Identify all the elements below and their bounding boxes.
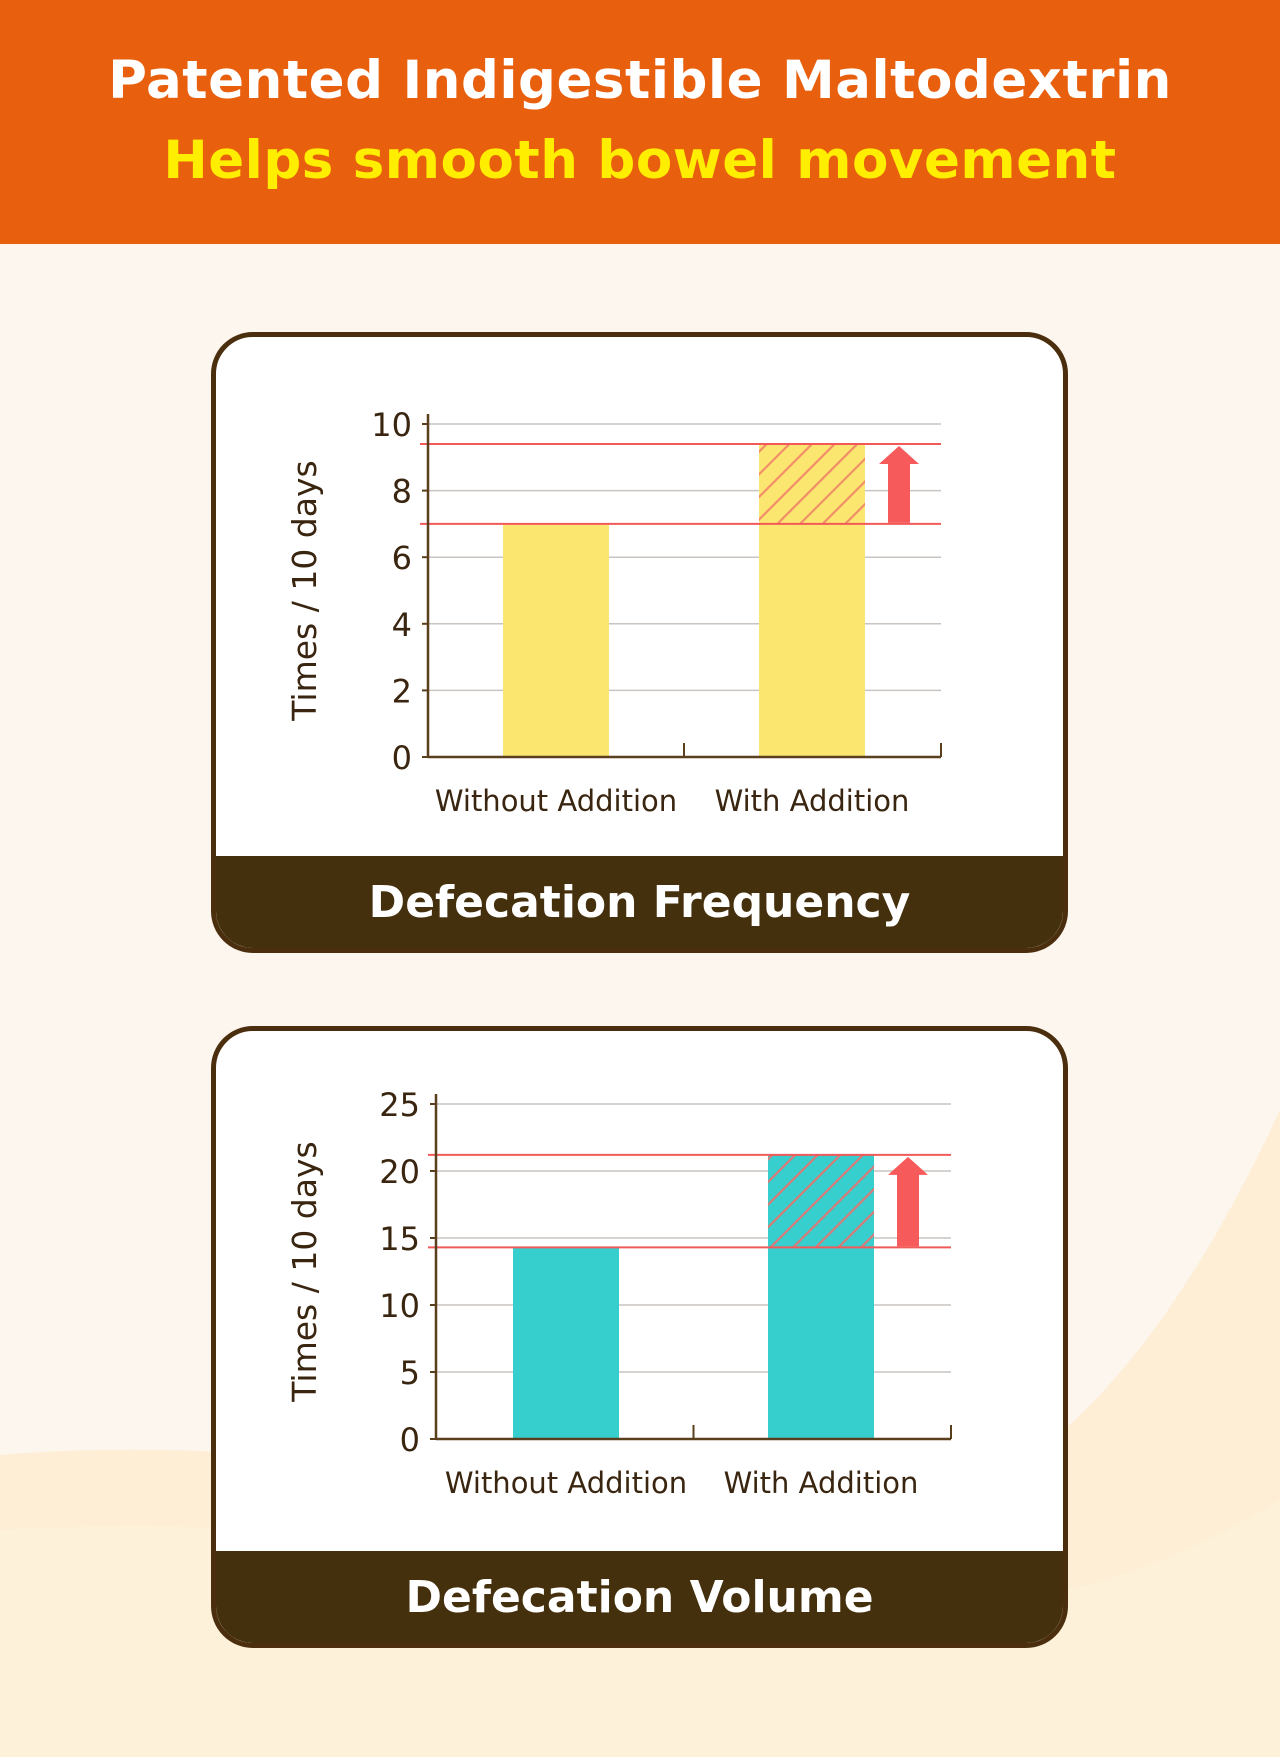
frequency-ytick-label: 4 (392, 606, 412, 644)
header-title: Patented Indigestible Maltodextrin (108, 50, 1172, 111)
volume-ytick-label: 15 (379, 1220, 420, 1258)
frequency-ytick-label: 8 (392, 473, 412, 511)
frequency-y-axis-label: Times / 10 days (285, 460, 324, 721)
header-subtitle: Helps smooth bowel movement (163, 130, 1117, 191)
frequency-bar-2-increase (759, 443, 865, 524)
volume-chart: 0 5 10 15 20 25 Without Addition With Addition T… (285, 1086, 952, 1500)
volume-bar-2 (768, 1247, 874, 1439)
frequency-bar-2 (759, 523, 865, 757)
frequency-ytick-label: 10 (371, 406, 412, 444)
volume-category-label: With Addition (724, 1466, 919, 1500)
volume-y-axis-label: Times / 10 days (285, 1141, 324, 1402)
frequency-category-label: Without Addition (435, 784, 677, 818)
frequency-chart: 0 2 4 6 8 10 Without Addition With Addition Time… (285, 406, 942, 818)
volume-chart-title: Defecation Volume (216, 1551, 1063, 1643)
volume-bar-1 (513, 1247, 619, 1439)
volume-chart-card: 0 5 10 15 20 25 Without Addition With Addition T… (211, 1026, 1068, 1648)
volume-ytick-label: 10 (379, 1287, 420, 1325)
volume-ytick-label: 25 (379, 1086, 420, 1124)
volume-ytick-label: 0 (400, 1421, 420, 1459)
volume-up-arrow-icon (888, 1156, 928, 1247)
frequency-category-label: With Addition (715, 784, 910, 818)
volume-bar-2-increase (768, 1154, 874, 1248)
volume-category-label: Without Addition (445, 1466, 687, 1500)
frequency-ytick-label: 6 (392, 539, 412, 577)
frequency-chart-card: 0 2 4 6 8 10 Without Addition With Addition Time… (211, 332, 1068, 953)
frequency-chart-title: Defecation Frequency (216, 856, 1063, 948)
frequency-up-arrow-icon (879, 445, 919, 523)
frequency-ytick-label: 0 (392, 739, 412, 777)
volume-ytick-label: 5 (400, 1354, 420, 1392)
frequency-bar-1 (503, 523, 609, 757)
frequency-ytick-label: 2 (392, 672, 412, 710)
header-banner: Patented Indigestible Maltodextrin Helps… (0, 0, 1280, 244)
volume-ytick-label: 20 (379, 1153, 420, 1191)
